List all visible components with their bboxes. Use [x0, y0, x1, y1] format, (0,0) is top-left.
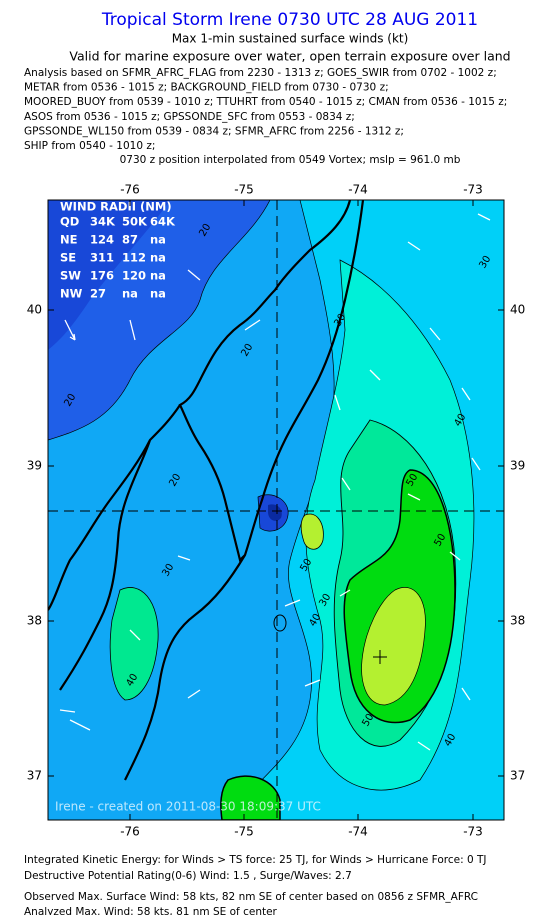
- wind-radii-cell: na: [150, 269, 166, 283]
- title: Tropical Storm Irene 0730 UTC 28 AUG 201…: [101, 10, 478, 30]
- wind-radii-cell: na: [122, 287, 138, 301]
- footer-line: Analyzed Max. Wind: 58 kts, 81 nm SE of …: [24, 906, 278, 915]
- lat-label: 40: [27, 303, 42, 317]
- lon-label: -73: [463, 183, 483, 197]
- footer-line: Integrated Kinetic Energy: for Winds > T…: [24, 854, 486, 866]
- wind-radii-cell: na: [150, 251, 166, 265]
- lat-label: 39: [510, 459, 525, 473]
- plot-frame: [47, 199, 505, 821]
- validity: Valid for marine exposure over water, op…: [69, 49, 510, 64]
- wind-radii: WIND RADII (NM) QD 34K 50K 64K NE 124 87 na SE 31…: [60, 200, 176, 301]
- analysis-line: ASOS from 0536 - 1015 z; GPSSONDE_SFC fr…: [24, 111, 355, 123]
- field-15: [48, 200, 170, 350]
- map-annotations: -76 -76 -75 -75 -74 -74 -73 -73 40 40 39 39 38 38 37 37…: [27, 183, 526, 839]
- subtitle: Max 1-min sustained surface winds (kt): [172, 32, 409, 46]
- analysis-line: SHIP from 0540 - 1010 z;: [24, 140, 155, 152]
- wind-radii-cell: SW: [60, 269, 81, 283]
- lat-label: 40: [510, 303, 525, 317]
- lon-label: -76: [120, 183, 140, 197]
- field-55b: [300, 513, 324, 550]
- lon-label: -74: [348, 825, 368, 839]
- lat-label: 38: [510, 614, 525, 628]
- lat-label: 37: [510, 769, 525, 783]
- wind-radii-cell: na: [150, 287, 166, 301]
- position-note: 0730 z position interpolated from 0549 V…: [120, 154, 461, 166]
- wind-radii-cell: 176: [90, 269, 114, 283]
- footer-line: Observed Max. Surface Wind: 58 kts, 82 n…: [24, 891, 478, 903]
- footer-line: Destructive Potential Rating(0-6) Wind: …: [24, 870, 352, 882]
- wind-radii-title: WIND RADII (NM): [60, 200, 172, 214]
- field-center-core: [268, 504, 282, 521]
- lat-label: 37: [27, 769, 42, 783]
- analysis-line: Analysis based on SFMR_AFRC_FLAG from 22…: [24, 67, 497, 79]
- lat-label: 38: [27, 614, 42, 628]
- lat-label: 39: [27, 459, 42, 473]
- lon-label: -73: [463, 825, 483, 839]
- wind-radii-cell: 64K: [150, 215, 176, 229]
- wind-radii-cell: 50K: [122, 215, 148, 229]
- lon-label: -75: [234, 183, 254, 197]
- wind-radii-cell: 27: [90, 287, 106, 301]
- lon-label: -75: [234, 825, 254, 839]
- wind-field: [48, 200, 504, 820]
- field-55: [361, 587, 426, 706]
- wind-radii-cell: na: [150, 233, 166, 247]
- field-50-south: [220, 775, 281, 820]
- contour-ring: [273, 614, 287, 632]
- wind-radii-cell: NW: [60, 287, 83, 301]
- footer: Integrated Kinetic Energy: for Winds > T…: [24, 854, 486, 915]
- wind-radii-cell: 124: [90, 233, 114, 247]
- lon-label: -76: [120, 825, 140, 839]
- wind-radii-cell: 112: [122, 251, 146, 265]
- wind-radii-cell: 311: [90, 251, 114, 265]
- field-40-bay: [109, 587, 159, 701]
- wind-radii-cell: 87: [122, 233, 138, 247]
- wind-radii-cell: QD: [60, 215, 79, 229]
- wind-radii-cell: 120: [122, 269, 146, 283]
- coastline: [48, 200, 365, 781]
- analysis-line: GPSSONDE_WL150 from 0539 - 0834 z; SFMR_…: [24, 125, 404, 137]
- wind-radii-cell: NE: [60, 233, 78, 247]
- wind-arrows: [59, 213, 491, 751]
- max-wind-marker: [373, 650, 387, 664]
- watermark: Irene - created on 2011-08-30 18:09:37 U…: [55, 800, 321, 814]
- analysis-lines: Analysis based on SFMR_AFRC_FLAG from 22…: [24, 67, 507, 152]
- analysis-line: MOORED_BUOY from 0539 - 1010 z; TTUHRT f…: [24, 96, 507, 108]
- lon-label: -74: [348, 183, 368, 197]
- wind-radii-cell: SE: [60, 251, 76, 265]
- analysis-line: METAR from 0536 - 1015 z; BACKGROUND_FIE…: [24, 82, 389, 94]
- wind-radii-cell: 34K: [90, 215, 116, 229]
